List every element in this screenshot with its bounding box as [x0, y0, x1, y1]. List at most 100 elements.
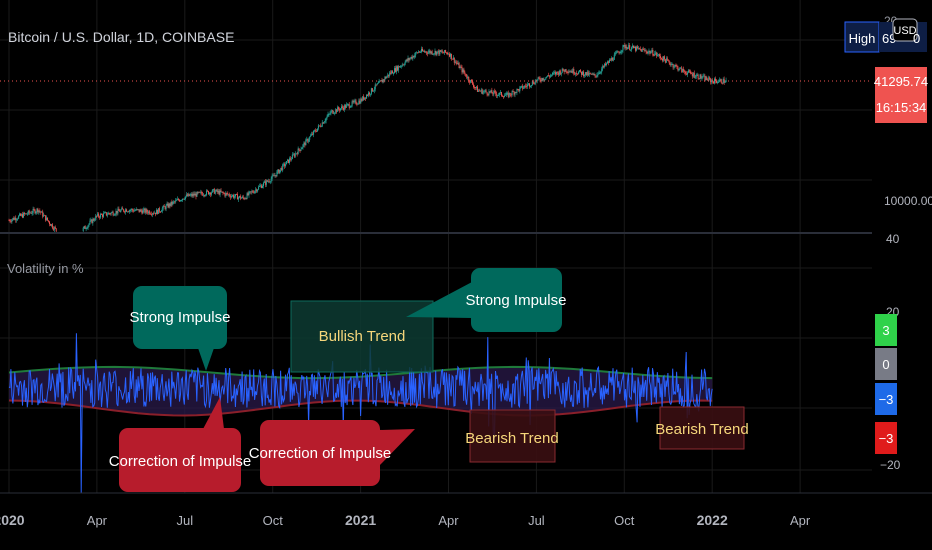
candle-body — [330, 111, 332, 114]
candle-body — [615, 52, 617, 54]
candle-body — [288, 158, 290, 163]
candle-body — [604, 63, 606, 67]
candle-body — [186, 194, 188, 197]
symbol-title[interactable]: Bitcoin / U.S. Dollar, 1D, COINBASE — [8, 29, 234, 45]
annotation-bullish-trend[interactable]: Bullish Trend — [290, 300, 434, 373]
candle-body — [244, 198, 246, 200]
high-badge[interactable]: High — [844, 21, 880, 53]
candle-body — [694, 77, 696, 79]
candle-body — [182, 198, 184, 200]
candle-body — [579, 70, 581, 72]
candle-body — [626, 46, 628, 50]
candle-body — [488, 91, 490, 95]
candle-body — [442, 51, 444, 53]
candle-body — [616, 51, 618, 53]
candle-body — [498, 94, 500, 96]
candle-body — [671, 64, 673, 65]
annotation-strong-impulse-1[interactable]: Strong Impulse — [130, 286, 231, 371]
candle-body — [582, 71, 584, 77]
candle-body — [590, 73, 592, 75]
candle-body — [240, 197, 242, 199]
candle-body — [101, 214, 103, 215]
candle-body — [668, 60, 670, 64]
candle-body — [719, 79, 721, 80]
candle-body — [573, 69, 575, 74]
indicator-badge-value: 0 — [882, 357, 889, 372]
candle-body — [305, 139, 307, 146]
candle-body — [572, 69, 574, 73]
annotation-bearish-1[interactable]: Bearish Trend — [465, 409, 559, 463]
candle-body — [195, 193, 197, 197]
candle-body — [655, 52, 657, 54]
indicator-badge-value: 3 — [882, 323, 889, 338]
candle-body — [281, 167, 283, 171]
candle-body — [325, 117, 327, 121]
candle-body — [568, 71, 570, 73]
candle-body — [622, 45, 624, 51]
candle-body — [499, 92, 501, 95]
candle-body — [449, 53, 451, 57]
candle-body — [646, 52, 648, 54]
candle-body — [346, 104, 348, 105]
candle-body — [208, 191, 210, 195]
candle-body — [89, 220, 91, 224]
candle-body — [448, 53, 449, 55]
indicator-title[interactable]: Volatility in % — [7, 261, 84, 276]
candle-body — [354, 100, 356, 102]
candle-body — [280, 167, 282, 170]
candle-body — [619, 52, 621, 54]
annotation-strong-impulse-2[interactable]: Strong Impulse — [406, 268, 566, 332]
candle-body — [470, 79, 472, 83]
usd-badge[interactable]: 69 USD 0 — [879, 18, 927, 52]
candle-body — [561, 68, 563, 73]
candle-body — [559, 70, 561, 75]
candle-body — [174, 201, 176, 203]
candle-body — [304, 142, 306, 146]
candle-body — [318, 125, 320, 127]
candle-body — [402, 64, 404, 66]
candle-body — [474, 87, 476, 89]
annotation-bearish-2[interactable]: Bearish Trend — [655, 406, 749, 450]
candle-body — [175, 200, 177, 202]
candle-body — [394, 68, 396, 74]
candle-body — [638, 47, 640, 49]
candle-body — [632, 45, 634, 48]
candle-body — [150, 213, 152, 215]
volatility-pane[interactable] — [8, 333, 713, 494]
candle-body — [91, 219, 93, 224]
candle-body — [565, 69, 567, 72]
candle-body — [188, 193, 190, 196]
candle-body — [455, 61, 457, 63]
candle-body — [623, 44, 625, 46]
price-pane[interactable] — [0, 42, 872, 232]
annotation-correction-2[interactable]: Correction of Impulse — [249, 420, 415, 486]
candle-body — [154, 212, 156, 214]
time-tick-label: 2021 — [345, 512, 376, 528]
candle-body — [725, 80, 727, 83]
time-axis[interactable]: 2020 Apr Jul Oct 2021 Apr Jul Oct 2022 Apr — [0, 512, 811, 528]
candle-body — [529, 86, 531, 87]
candle-body — [170, 201, 172, 206]
candle-body — [42, 211, 44, 217]
candle-body — [633, 45, 635, 49]
candle-body — [320, 126, 322, 128]
candle-body — [33, 208, 35, 210]
annotation-correction-1[interactable]: Correction of Impulse — [109, 397, 252, 492]
candle-body — [538, 77, 540, 79]
candle-body — [479, 90, 481, 92]
candle-body — [327, 114, 329, 117]
candle-body — [547, 75, 549, 77]
candle-body — [501, 92, 503, 96]
candle-body — [126, 209, 128, 212]
candle-body — [331, 110, 333, 112]
candle-body — [475, 86, 477, 88]
candle-body — [334, 112, 336, 114]
candle-body — [480, 89, 482, 92]
candle-body — [523, 87, 525, 89]
candle-body — [631, 47, 633, 50]
candle-body — [329, 113, 331, 115]
candle-body — [193, 193, 195, 196]
candle-body — [417, 52, 419, 54]
candle-body — [537, 77, 539, 80]
